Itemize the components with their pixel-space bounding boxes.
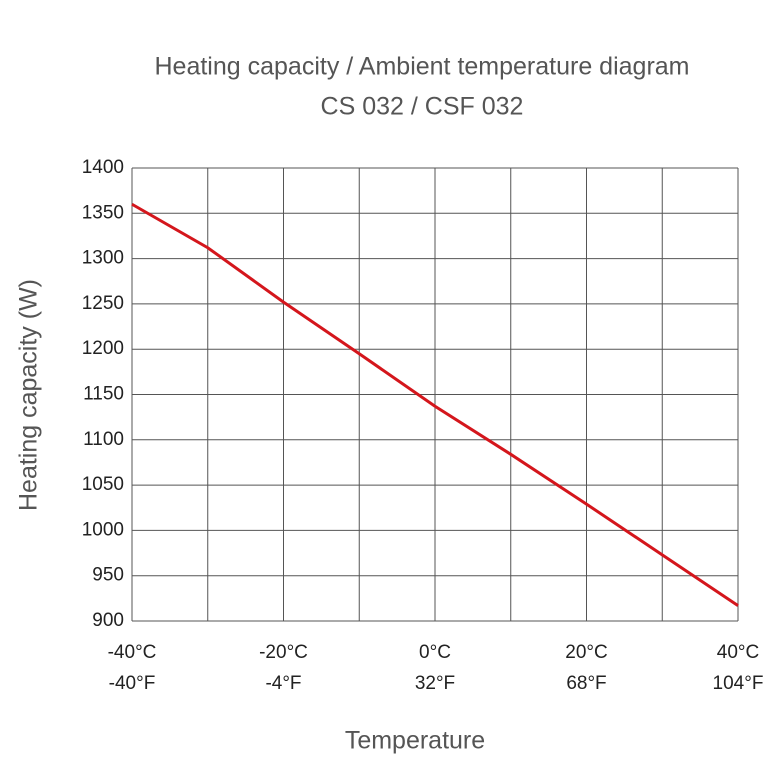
y-tick-label: 950	[92, 565, 124, 586]
x2-tick-label: -4°F	[265, 673, 301, 694]
y-tick-label: 900	[92, 610, 124, 631]
y-tick-label: 1300	[82, 248, 124, 269]
y-axis-label: Heating capacity (W)	[15, 279, 43, 511]
x2-tick-label: 68°F	[566, 673, 606, 694]
chart-title: Heating capacity / Ambient temperature d…	[155, 53, 690, 81]
y-tick-label: 1100	[83, 429, 124, 450]
y-tick-label: 1250	[82, 293, 124, 314]
x-tick-label: -40°C	[108, 642, 157, 663]
x2-tick-label: 32°F	[415, 673, 455, 694]
x2-tick-label: -40°F	[109, 673, 156, 694]
data-line	[131, 202, 739, 607]
x-tick-label: -20°C	[259, 642, 308, 663]
chart-subtitle: CS 032 / CSF 032	[321, 93, 524, 121]
x2-tick-label: 104°F	[713, 673, 764, 694]
x-tick-label: 20°C	[565, 642, 607, 663]
y-tick-label: 1150	[83, 384, 124, 405]
y-tick-label: 1400	[82, 157, 124, 178]
x-axis-label: Temperature	[345, 727, 485, 755]
y-tick-label: 1050	[82, 474, 124, 495]
x-tick-label: 40°C	[717, 642, 759, 663]
y-tick-label: 1200	[82, 338, 124, 359]
y-tick-label: 1000	[82, 519, 124, 540]
y-tick-label: 1350	[82, 202, 124, 223]
x-tick-label: 0°C	[419, 642, 451, 663]
